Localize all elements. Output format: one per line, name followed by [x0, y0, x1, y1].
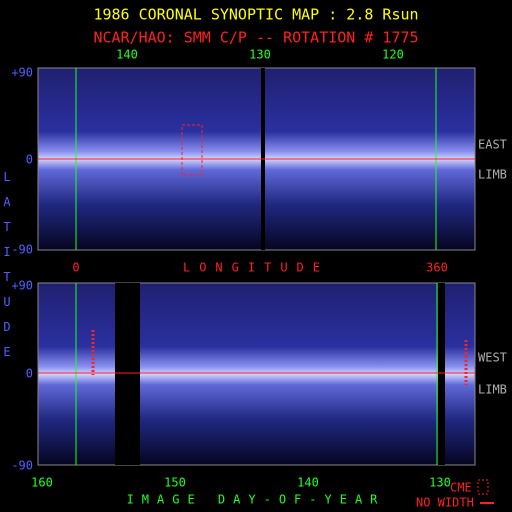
bottom-tick-label: 130 — [429, 476, 451, 490]
legend-cme: CME — [450, 481, 472, 495]
side-label: WEST — [478, 351, 507, 365]
top-tick-label: 140 — [116, 48, 138, 62]
title: 1986 CORONAL SYNOPTIC MAP : 2.8 Rsun — [93, 6, 418, 24]
legend-no-width: NO WIDTH — [416, 496, 474, 510]
bottom-tick-label: 150 — [164, 476, 186, 490]
data-gap — [115, 283, 140, 465]
cme-box — [181, 124, 203, 176]
legend-cme-icon — [477, 479, 489, 495]
subtitle: NCAR/HAO: SMM C/P -- ROTATION # 1775 — [93, 29, 418, 47]
lat-label: 0 — [26, 153, 33, 167]
longitude-label: 0 — [72, 261, 79, 275]
bottom-tick-label: 140 — [297, 476, 319, 490]
bottom-tick-label: 160 — [31, 476, 53, 490]
lat-label: +90 — [11, 66, 33, 80]
bottom-map — [37, 282, 476, 466]
top-tick-label: 130 — [249, 48, 271, 62]
lat-label: -90 — [11, 459, 33, 473]
side-label: EAST — [478, 138, 507, 152]
latitude-title: LATITUDE — [0, 170, 14, 370]
lat-label: +90 — [11, 279, 33, 293]
lat-label: -90 — [11, 243, 33, 257]
side-label: LIMB — [478, 168, 507, 182]
top-tick-label: 120 — [382, 48, 404, 62]
x-axis-title: IMAGE DAY-OF-YEAR — [127, 493, 386, 507]
side-label: LIMB — [478, 383, 507, 397]
longitude-label: 360 — [426, 261, 448, 275]
data-gap — [438, 283, 445, 465]
longitude-title: LONGITUDE — [183, 261, 329, 275]
lat-label: 0 — [26, 367, 33, 381]
